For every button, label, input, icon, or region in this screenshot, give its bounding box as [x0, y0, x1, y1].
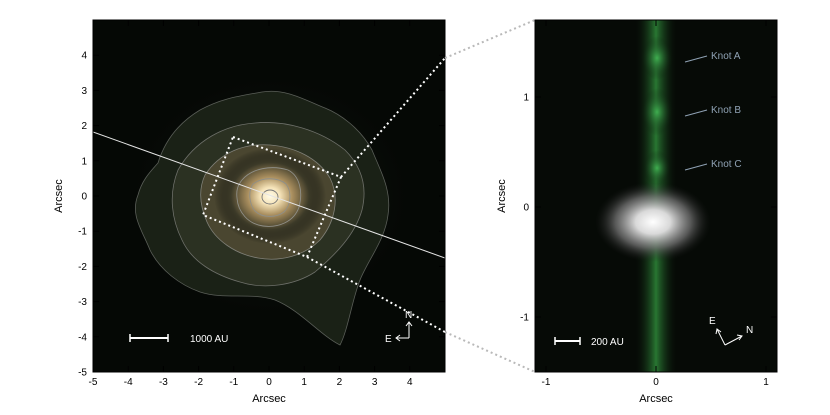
- left-x-tick-label: 0: [266, 377, 272, 388]
- right-y-tick-label: 0: [523, 203, 529, 214]
- right-y-axis: 1 0 -1: [520, 93, 777, 324]
- left-x-tick-label: 4: [407, 377, 413, 388]
- left-x-tick-label: 1: [301, 377, 307, 388]
- left-x-tick-label: -3: [159, 377, 168, 388]
- left-y-tick-label: 4: [81, 51, 87, 62]
- connector-top: [444, 19, 536, 59]
- contour-5: [249, 178, 291, 217]
- left-y-tick-label: -3: [78, 297, 87, 308]
- knot-c-label: Knot C: [711, 159, 742, 170]
- knot-c-pointer: [684, 163, 708, 171]
- zoom-box: [201, 135, 343, 259]
- left-y-tick-label: 2: [81, 121, 87, 132]
- contour-6: [261, 189, 279, 205]
- right-x-tick-label: -1: [542, 377, 551, 388]
- jet-axis-line: [93, 131, 445, 259]
- knot-b-label: Knot B: [711, 105, 741, 116]
- left-x-tick-label: 3: [372, 377, 378, 388]
- left-scale-bar-label: 1000 AU: [190, 334, 228, 345]
- right-x-axis-title: Arcsec: [639, 393, 673, 405]
- right-compass-east: E: [709, 316, 716, 327]
- left-compass: N E: [385, 310, 413, 345]
- left-y-tick-label: -2: [78, 262, 87, 273]
- left-x-axis: -5 -4 -3 -2 -1 0 1 2 3 4: [89, 20, 413, 388]
- knot-a-label: Knot A: [711, 51, 741, 62]
- left-x-tick-label: 2: [337, 377, 343, 388]
- connector-bottom: [444, 331, 536, 373]
- left-x-tick-label: -4: [124, 377, 133, 388]
- left-compass-east: E: [385, 334, 392, 345]
- left-y-axis-title: Arcsec: [53, 179, 65, 213]
- right-y-tick-label: 1: [523, 93, 529, 104]
- contour-4: [236, 167, 302, 227]
- left-y-tick-label: 3: [81, 86, 87, 97]
- right-x-tick-label: 1: [763, 377, 769, 388]
- left-x-tick-label: -5: [89, 377, 98, 388]
- left-y-tick-label: 1: [81, 156, 87, 167]
- knot-a-pointer: [684, 55, 708, 63]
- left-nebula-image: 1000 AU N E: [93, 76, 445, 346]
- knot-b-glow: [641, 88, 673, 136]
- knot-c-glow: [643, 150, 671, 186]
- right-x-tick-label: 0: [653, 377, 659, 388]
- left-x-tick-label: -2: [194, 377, 203, 388]
- left-x-axis-title: Arcsec: [252, 393, 286, 405]
- left-y-tick-label: -1: [78, 227, 87, 238]
- right-compass: E N: [709, 316, 753, 346]
- central-source: [595, 182, 711, 262]
- left-y-tick-label: -4: [78, 332, 87, 343]
- knot-b-pointer: [684, 109, 708, 117]
- right-y-axis-title: Arcsec: [496, 179, 508, 213]
- right-scale-bar-label: 200 AU: [591, 337, 624, 348]
- core-glow: [214, 148, 326, 244]
- right-y-tick-label: -1: [520, 313, 529, 324]
- knot-a-glow: [641, 36, 673, 80]
- left-panel: 1000 AU N E -5 -4 -3 -2 -1 0 1 2 3 4 43210-1-2-3-…: [53, 19, 446, 405]
- left-y-axis: 4 3 2 1 0 -1 -2 -3 -4 -5: [78, 51, 445, 379]
- right-compass-north: N: [746, 325, 753, 336]
- right-jet-image: Knot A Knot B Knot C 200 AU E N: [554, 20, 753, 372]
- left-compass-north: N: [405, 310, 412, 321]
- left-x-tick-label: -1: [229, 377, 238, 388]
- left-y-tick-label: -5: [78, 368, 87, 379]
- right-x-axis: -1 0 1: [542, 20, 769, 388]
- left-y-tick-label: 0: [81, 192, 87, 203]
- right-panel: Knot A Knot B Knot C 200 AU E N -1 0 1 10-…: [496, 19, 778, 405]
